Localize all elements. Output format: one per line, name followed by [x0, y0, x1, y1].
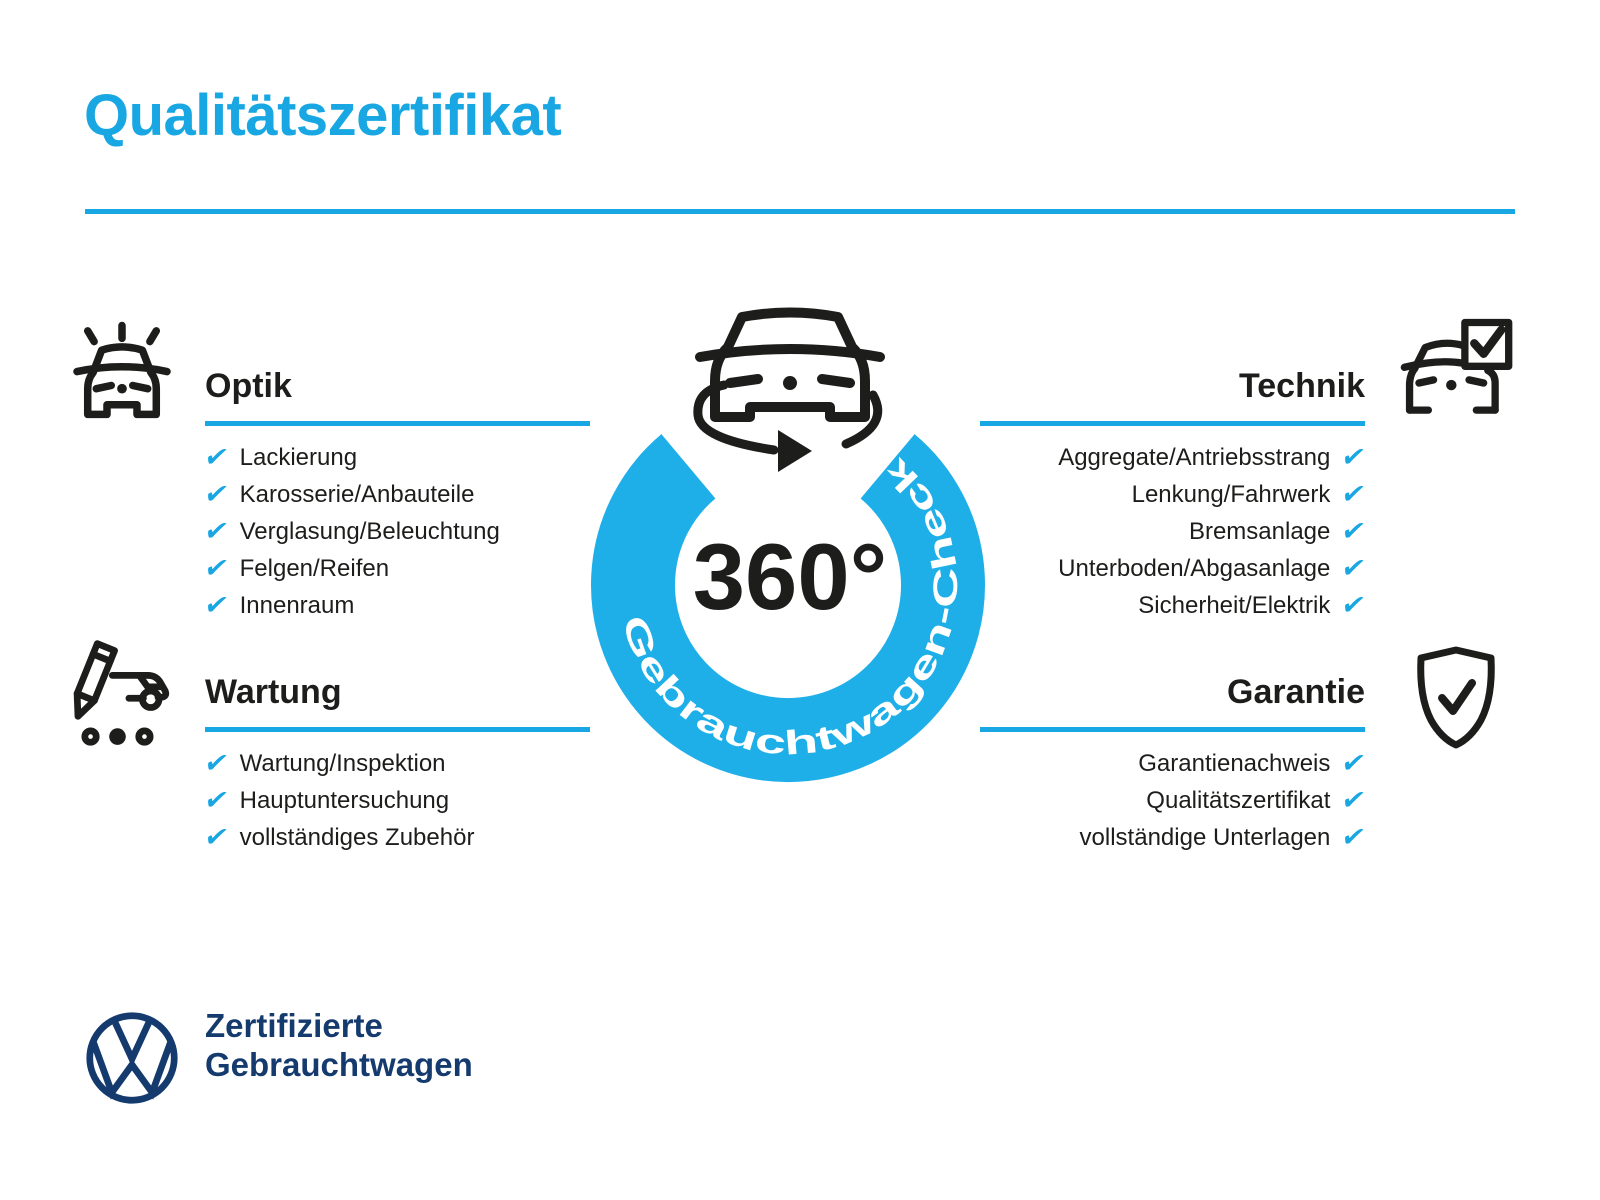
- section-title: Garantie: [980, 672, 1365, 732]
- check-icon: ✔: [1339, 442, 1369, 473]
- checklist-item-label: Qualitätszertifikat: [1146, 786, 1331, 814]
- checklist-item: ✔ vollständiges Zubehör: [201, 819, 590, 856]
- checklist-item: ✔ Unterboden/Abgasanlage: [980, 550, 1369, 587]
- checklist-item: ✔ Bremsanlage: [980, 513, 1369, 550]
- brand-line-2: Gebrauchtwagen: [205, 1046, 473, 1083]
- section-title: Optik: [205, 366, 590, 426]
- checklist-item-label: Aggregate/Antriebsstrang: [1058, 443, 1331, 471]
- checklist-item: ✔ Lenkung/Fahrwerk: [980, 476, 1369, 513]
- checklist-item-label: Karosserie/Anbauteile: [239, 480, 475, 508]
- checklist-item: ✔ Qualitätszertifikat: [980, 782, 1369, 819]
- checklist: ✔ Wartung/Inspektion ✔ Hauptuntersuchung ✔…: [201, 745, 590, 856]
- checklist-item: ✔ Felgen/Reifen: [201, 550, 590, 587]
- checklist-item-label: Unterboden/Abgasanlage: [1058, 554, 1331, 582]
- checklist-item-label: Verglasung/Beleuchtung: [239, 517, 500, 545]
- checklist-item-label: Wartung/Inspektion: [239, 749, 446, 777]
- section-title: Wartung: [205, 672, 590, 732]
- check-icon: ✔: [1339, 785, 1369, 816]
- checklist-item: ✔ Sicherheit/Elektrik: [980, 587, 1369, 624]
- checklist-item-label: Lenkung/Fahrwerk: [1131, 480, 1331, 508]
- checklist-item-label: Hauptuntersuchung: [239, 786, 450, 814]
- page-title: Qualitätszertifikat: [84, 83, 562, 148]
- checklist-item-label: Innenraum: [239, 591, 355, 619]
- brand-wordmark: Zertifizierte Gebrauchtwagen: [205, 1006, 473, 1084]
- checklist: ✔ Aggregate/Antriebsstrang ✔ Lenkung/Fahrw…: [980, 439, 1369, 624]
- check-icon: ✔: [1339, 516, 1369, 547]
- checklist-item: ✔ vollständige Unterlagen: [980, 819, 1369, 856]
- pencil-car-checklist-icon: [60, 636, 175, 748]
- check-icon: ✔: [201, 590, 231, 621]
- check-icon: ✔: [1339, 553, 1369, 584]
- check-icon: ✔: [1339, 479, 1369, 510]
- checklist: ✔ Garantienachweis ✔ Qualitätszertifikat ✔…: [980, 745, 1369, 856]
- ring-shape: [591, 434, 985, 783]
- checklist-item: ✔ Karosserie/Anbauteile: [201, 476, 590, 513]
- section-wartung: Wartung ✔ Wartung/Inspektion ✔ Hauptunters…: [201, 672, 590, 856]
- section-garantie: Garantie ✔ Garantienachweis ✔ Qualitätszer…: [980, 672, 1369, 856]
- check-icon: ✔: [201, 553, 231, 584]
- check-icon: ✔: [201, 479, 231, 510]
- check-icon: ✔: [201, 785, 231, 816]
- section-title: Technik: [980, 366, 1365, 426]
- checklist: ✔ Lackierung ✔ Karosserie/Anbauteile ✔ Verg…: [201, 439, 590, 624]
- checklist-item: ✔ Innenraum: [201, 587, 590, 624]
- check-icon: ✔: [1339, 748, 1369, 779]
- checklist-item: ✔ Garantienachweis: [980, 745, 1369, 782]
- checklist-item: ✔ Verglasung/Beleuchtung: [201, 513, 590, 550]
- check-icon: ✔: [1339, 822, 1369, 853]
- degree-label: 360°: [693, 524, 887, 629]
- vw-roundel-logo: [84, 1010, 180, 1106]
- checklist-item-label: Bremsanlage: [1188, 517, 1331, 545]
- shield-check-icon: [1406, 642, 1506, 754]
- check-icon: ✔: [201, 822, 231, 853]
- rotating-car-icon: [693, 307, 885, 472]
- checklist-item-label: Garantienachweis: [1138, 749, 1331, 777]
- section-technik: Technik ✔ Aggregate/Antriebsstrang ✔ Lenku…: [980, 366, 1369, 624]
- car-front-shine-icon: [68, 318, 176, 423]
- brand-line-1: Zertifizierte: [205, 1007, 383, 1044]
- checklist-item: ✔ Wartung/Inspektion: [201, 745, 590, 782]
- checklist-item-label: Felgen/Reifen: [239, 554, 390, 582]
- checklist-item-label: vollständige Unterlagen: [1079, 823, 1331, 851]
- checklist-item-label: vollständiges Zubehör: [239, 823, 475, 851]
- check-icon: ✔: [201, 516, 231, 547]
- checklist-item-label: Sicherheit/Elektrik: [1138, 591, 1331, 619]
- check-icon: ✔: [201, 442, 231, 473]
- section-optik: Optik ✔ Lackierung ✔ Karosserie/Anbauteile…: [201, 366, 590, 624]
- 360-check-badge: Gebrauchtwagen-Check 360°: [578, 295, 998, 800]
- car-checkbox-icon: [1396, 316, 1516, 426]
- header-divider: [85, 209, 1515, 214]
- checklist-item: ✔ Hauptuntersuchung: [201, 782, 590, 819]
- checklist-item-label: Lackierung: [239, 443, 358, 471]
- checklist-item: ✔ Aggregate/Antriebsstrang: [980, 439, 1369, 476]
- check-icon: ✔: [201, 748, 231, 779]
- check-icon: ✔: [1339, 590, 1369, 621]
- checklist-item: ✔ Lackierung: [201, 439, 590, 476]
